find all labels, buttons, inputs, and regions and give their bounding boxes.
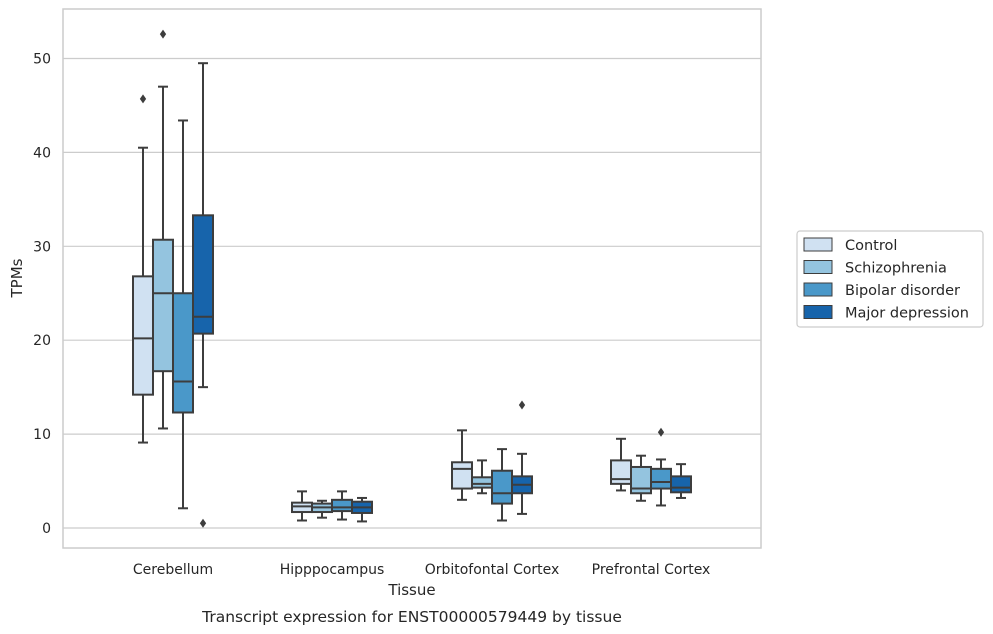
box-major-depression [351, 496, 373, 523]
x-tick-labels: Cerebellum Hipppocampus Orbitofontal Corte… [133, 562, 710, 578]
box-control [610, 437, 632, 492]
box-iqr [132, 275, 154, 396]
x-tick-label: Orbitofontal Cortex [425, 562, 560, 578]
y-tick-label: 50 [33, 52, 51, 68]
legend-swatch [803, 305, 833, 319]
y-tick-label: 0 [42, 521, 51, 537]
box-iqr [172, 292, 194, 414]
y-tick-labels: 0 10 20 30 40 50 [33, 52, 51, 538]
x-axis-label: Tissue [387, 581, 435, 599]
legend: Control Schizophrenia Bipolar disorder Majo… [796, 230, 984, 328]
box-bipolar-disorder [650, 427, 672, 507]
outlier-point [199, 518, 207, 528]
box-iqr [152, 238, 174, 373]
x-tick-label: Hipppocampus [280, 562, 385, 578]
y-axis-label: TPMs [8, 258, 26, 298]
x-tick-label: Cerebellum [133, 562, 213, 578]
box-iqr [451, 461, 473, 490]
x-tick-label: Prefrontal Cortex [592, 562, 711, 578]
plot-area [63, 9, 761, 548]
box-bipolar-disorder [331, 490, 353, 521]
box-iqr [471, 476, 493, 489]
box-iqr [192, 214, 214, 335]
outlier-point [518, 400, 526, 410]
box-iqr [670, 475, 692, 494]
legend-label: Control [845, 238, 897, 254]
box-bipolar-disorder [172, 119, 194, 510]
y-tick-label: 20 [33, 333, 51, 349]
outlier-point [657, 427, 665, 437]
box-control [132, 94, 154, 444]
box-major-depression [511, 400, 533, 515]
legend-frame [796, 230, 984, 328]
box-bipolar-disorder [491, 448, 513, 522]
legend-label: Schizophrenia [845, 261, 947, 277]
legend-swatch [803, 260, 833, 274]
box-major-depression [192, 62, 214, 528]
legend-swatch [803, 282, 833, 297]
y-tick-label: 10 [33, 427, 51, 443]
legend-swatch [803, 237, 833, 252]
box-iqr [331, 498, 353, 513]
y-tick-label: 40 [33, 145, 51, 161]
outlier-point [159, 29, 167, 39]
box-series [132, 29, 692, 528]
outlier-point [139, 94, 147, 104]
box-iqr [491, 469, 513, 505]
box-schizophrenia [630, 454, 652, 502]
y-tick-label: 30 [33, 239, 51, 255]
legend-label: Major depression [845, 306, 969, 322]
legend-label: Bipolar disorder [845, 283, 960, 299]
box-schizophrenia [471, 459, 493, 495]
chart-caption: Transcript expression for ENST0000057944… [201, 608, 622, 626]
plot-frame [62, 8, 762, 549]
box-iqr [650, 467, 672, 490]
box-major-depression [670, 463, 692, 499]
box-iqr [610, 459, 632, 485]
box-schizophrenia [311, 499, 333, 519]
box-control [451, 429, 473, 501]
